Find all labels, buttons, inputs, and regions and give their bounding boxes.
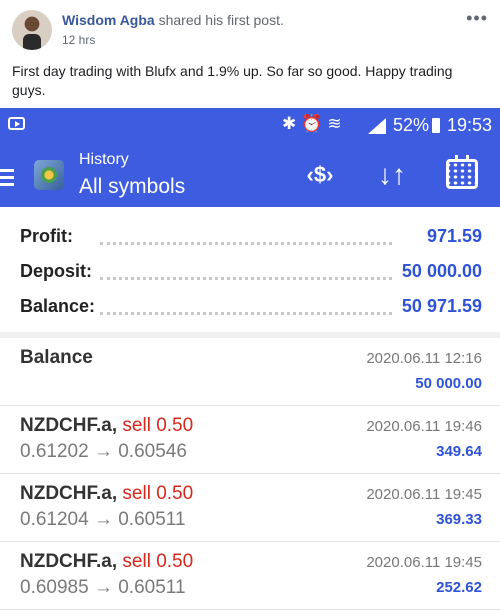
row-divider bbox=[0, 609, 500, 610]
post-header: Wisdom Agba shared his first post. 12 hr… bbox=[0, 0, 500, 60]
summary-value: 971.59 bbox=[422, 226, 482, 247]
metatrader-logo-icon bbox=[34, 160, 64, 190]
deal-side: sell 0.50 bbox=[122, 551, 194, 572]
bluetooth-icon: ✱ bbox=[282, 114, 302, 133]
account-summary: Profit: 971.59 Deposit: 50 000.00 Balanc… bbox=[0, 207, 500, 332]
screen-title: History bbox=[79, 151, 129, 168]
entry-amount: 50 000.00 bbox=[415, 375, 482, 392]
balance-entry-title: Balance bbox=[20, 347, 93, 368]
deal-side: sell 0.50 bbox=[122, 483, 194, 504]
calendar-icon[interactable] bbox=[446, 155, 478, 189]
trading-app-screenshot: ✱⏰≋ 52% 19:53 History All symbols ‹$› ↓↑… bbox=[0, 108, 500, 613]
summary-row-balance: Balance: 50 971.59 bbox=[20, 292, 482, 322]
battery-percent: 52% bbox=[393, 115, 430, 135]
summary-value: 50 971.59 bbox=[397, 296, 482, 317]
row-divider bbox=[0, 405, 500, 406]
sort-icon[interactable]: ↓↑ bbox=[378, 159, 406, 190]
more-options-icon[interactable]: ••• bbox=[466, 8, 488, 28]
deal-symbol: NZDCHF.a, sell 0.50 bbox=[20, 415, 193, 437]
symbol-name: NZDCHF.a, bbox=[20, 415, 118, 436]
section-divider bbox=[0, 332, 500, 338]
deal-date: 2020.06.11 19:46 bbox=[366, 418, 482, 435]
row-divider bbox=[0, 541, 500, 542]
signal-icon bbox=[368, 118, 386, 134]
symbol-name: NZDCHF.a, bbox=[20, 483, 118, 504]
deal-row[interactable]: NZDCHF.a, sell 0.50 0.61204 → 0.60511 20… bbox=[0, 474, 500, 541]
post-timestamp[interactable]: 12 hrs bbox=[62, 33, 96, 47]
battery-icon bbox=[432, 118, 440, 133]
deal-row[interactable]: NZDCHF.a, sell 0.50 0.60985 → 0.60511 20… bbox=[0, 542, 500, 609]
summary-row-profit: Profit: 971.59 bbox=[20, 222, 482, 252]
author-name[interactable]: Wisdom Agba bbox=[62, 12, 155, 28]
deal-side: sell 0.50 bbox=[122, 415, 194, 436]
deal-profit: 349.64 bbox=[436, 443, 482, 460]
currency-exchange-icon[interactable]: ‹$› bbox=[306, 162, 334, 187]
deal-row[interactable]: NZDCHF.a, sell 0.50 0.61202 → 0.60546 20… bbox=[0, 406, 500, 473]
status-icons: ✱⏰≋ bbox=[282, 114, 347, 134]
summary-label: Deposit: bbox=[20, 261, 96, 282]
dotted-leader bbox=[100, 277, 392, 280]
summary-label: Profit: bbox=[20, 226, 77, 247]
symbol-name: NZDCHF.a, bbox=[20, 551, 118, 572]
entry-date: 2020.06.11 12:16 bbox=[366, 350, 482, 367]
deal-symbol: NZDCHF.a, sell 0.50 bbox=[20, 551, 193, 573]
summary-value: 50 000.00 bbox=[397, 261, 482, 282]
post-caption: First day trading with Blufx and 1.9% up… bbox=[12, 63, 453, 98]
deal-prices: 0.61202 → 0.60546 bbox=[20, 441, 187, 462]
avatar[interactable] bbox=[12, 10, 52, 50]
dotted-leader bbox=[100, 312, 392, 315]
app-bar: History All symbols ‹$› ↓↑ bbox=[0, 143, 500, 207]
row-divider bbox=[0, 473, 500, 474]
deal-profit: 252.62 bbox=[436, 579, 482, 596]
clock: 19:53 bbox=[447, 115, 493, 135]
deal-profit: 369.33 bbox=[436, 511, 482, 528]
alarm-icon: ⏰ bbox=[301, 114, 328, 133]
deal-date: 2020.06.11 19:45 bbox=[366, 486, 482, 503]
balance-entry[interactable]: Balance 2020.06.11 12:16 50 000.00 bbox=[0, 338, 500, 405]
sim-icon bbox=[8, 117, 25, 130]
deal-prices: 0.61204 → 0.60511 bbox=[20, 509, 186, 530]
menu-icon[interactable] bbox=[0, 169, 14, 190]
post-attribution: Wisdom Agba shared his first post. bbox=[62, 11, 284, 29]
summary-label: Balance: bbox=[20, 296, 100, 317]
status-bar: ✱⏰≋ 52% 19:53 bbox=[0, 108, 500, 143]
summary-row-deposit: Deposit: 50 000.00 bbox=[20, 257, 482, 287]
wifi-icon: ≋ bbox=[327, 114, 347, 133]
deal-date: 2020.06.11 19:45 bbox=[366, 554, 482, 571]
deal-symbol: NZDCHF.a, sell 0.50 bbox=[20, 483, 193, 505]
dotted-leader bbox=[100, 242, 392, 245]
post-action-text: shared his first post. bbox=[158, 12, 284, 28]
deal-prices: 0.60985 → 0.60511 bbox=[20, 577, 186, 598]
symbol-filter[interactable]: All symbols bbox=[79, 175, 186, 198]
